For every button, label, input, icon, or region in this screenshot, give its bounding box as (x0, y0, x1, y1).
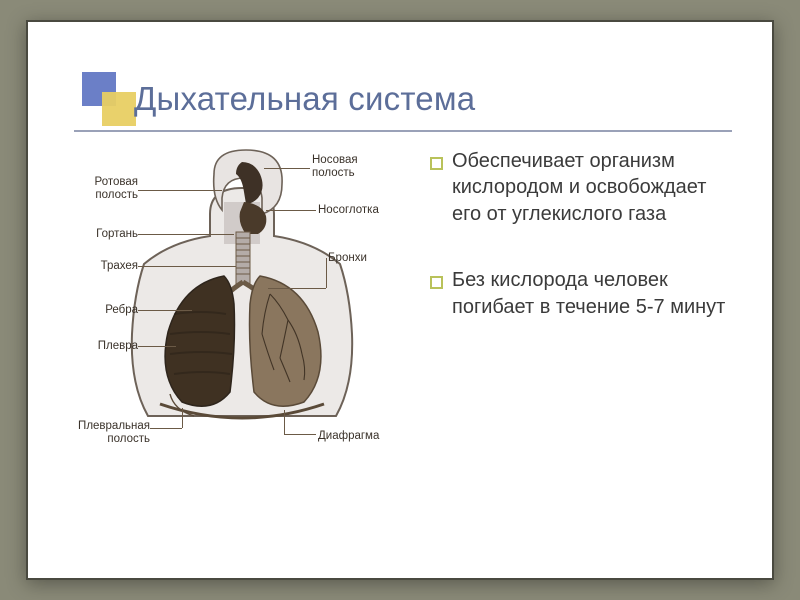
label-ribs: Ребра (105, 304, 138, 317)
label-pleural-cavity: Плевральная полость (78, 420, 150, 446)
respiratory-diagram: Ротовая полость Гортань Трахея Ребра Пле… (74, 144, 410, 484)
label-diaphragm: Диафрагма (318, 430, 379, 443)
label-pleura: Плевра (98, 340, 138, 353)
label-oral-cavity: Ротовая полость (95, 176, 138, 202)
bullet-item: Обеспечивает организм кислородом и освоб… (428, 148, 732, 227)
bullet-list: Обеспечивает организм кислородом и освоб… (428, 144, 732, 484)
bullet-text: Без кислорода человек погибает в течение… (452, 269, 725, 317)
label-nasopharynx: Носоглотка (318, 204, 379, 217)
label-trachea: Трахея (101, 260, 138, 273)
lead-line (138, 190, 222, 191)
lead-line (138, 266, 236, 267)
lead-line (266, 210, 316, 211)
lead-line (182, 408, 183, 428)
bullet-text: Обеспечивает организм кислородом и освоб… (452, 150, 706, 225)
lead-line (268, 288, 326, 289)
lead-line (138, 310, 192, 311)
slide-title: Дыхательная система (74, 66, 732, 118)
label-nasal-cavity: Носовая полость (312, 154, 358, 180)
title-area: Дыхательная система (74, 66, 732, 118)
bullet-item: Без кислорода человек погибает в течение… (428, 267, 732, 320)
lead-line (264, 168, 310, 169)
lead-line (150, 428, 182, 429)
lead-line (138, 234, 234, 235)
title-underline (74, 130, 732, 132)
slide: Дыхательная система (26, 20, 774, 580)
lead-line (284, 434, 316, 435)
lead-line (326, 258, 327, 288)
content-row: Ротовая полость Гортань Трахея Ребра Пле… (74, 144, 732, 484)
label-larynx: Гортань (96, 228, 138, 241)
lead-line (284, 410, 285, 434)
label-bronchi: Бронхи (328, 252, 367, 265)
lead-line (138, 346, 176, 347)
